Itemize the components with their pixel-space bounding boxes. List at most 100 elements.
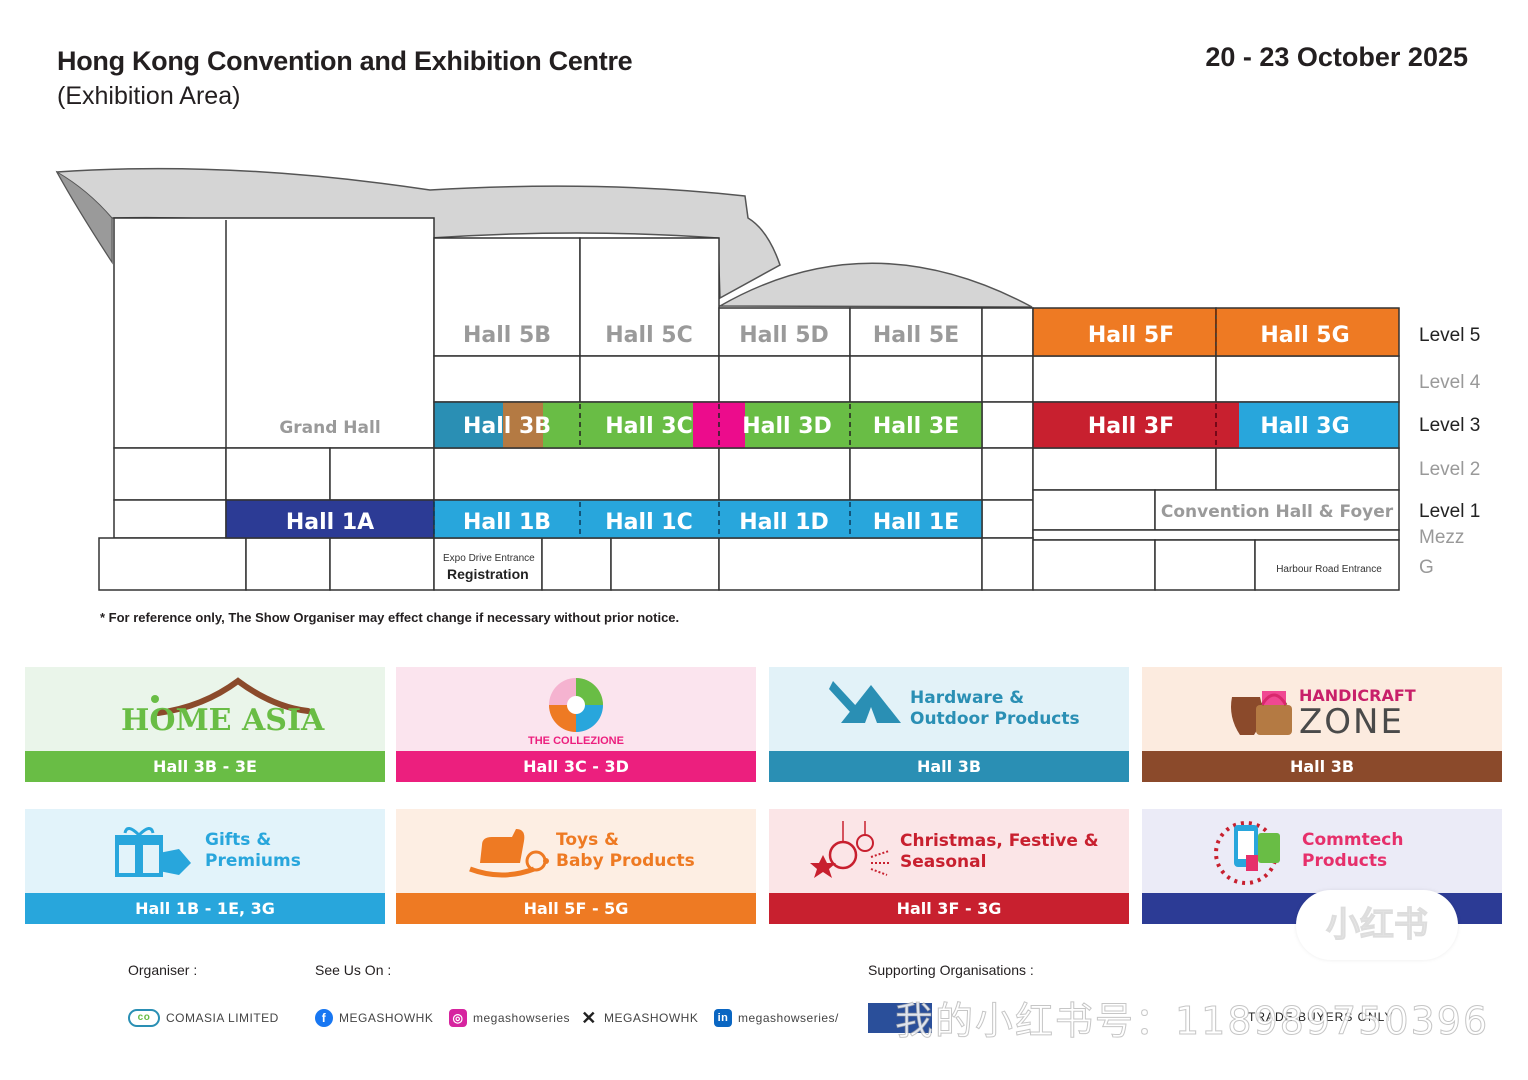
roof-icon xyxy=(151,677,311,716)
facebook-icon: f xyxy=(315,1009,333,1027)
label-hall-1d: Hall 1D xyxy=(739,510,829,535)
label-hall-5d: Hall 5D xyxy=(739,323,829,348)
tools-tent-icon xyxy=(829,681,901,723)
level-mezz-label: Mezz xyxy=(1419,527,1464,548)
level-g-label: G xyxy=(1419,557,1434,578)
hall-1e-block[interactable] xyxy=(850,500,982,538)
zone-location: Hall 3F - 3G xyxy=(769,893,1129,924)
organiser-logo: co COMASIA LIMITED xyxy=(128,1009,279,1027)
facebook-link[interactable]: f MEGASHOWHK xyxy=(315,1009,433,1027)
label-hall-5e: Hall 5E xyxy=(873,323,959,348)
zone-card-home-asia[interactable]: HOME ASIA Hall 3B - 3E xyxy=(25,667,385,782)
label-hall-3e: Hall 3E xyxy=(873,414,959,439)
collezione-icon xyxy=(549,678,603,732)
linkedin-link[interactable]: in megashowseries/ xyxy=(714,1009,839,1027)
zone-card-handicraft[interactable]: HANDICRAFT ZONE Hall 3B xyxy=(1142,667,1502,782)
x-link[interactable]: ✕ MEGASHOWHK xyxy=(580,1009,698,1027)
label-grand-hall: Grand Hall xyxy=(279,418,380,438)
hall-1d-block[interactable] xyxy=(719,500,850,538)
show-date: 20 - 23 October 2025 xyxy=(1205,42,1468,72)
hall-3f-block[interactable] xyxy=(1033,402,1239,448)
label-hall-5g: Hall 5G xyxy=(1260,323,1349,348)
linkedin-handle: megashowseries/ xyxy=(738,1011,839,1025)
label-hall-1a: Hall 1A xyxy=(286,510,374,535)
label-convention-hall: Convention Hall & Foyer xyxy=(1161,502,1394,522)
hall-3c-block[interactable] xyxy=(580,402,693,448)
organiser-label: Organiser : xyxy=(128,962,198,978)
zone-card-gifts[interactable]: Gifts & Premiums Hall 1B - 1E, 3G xyxy=(25,809,385,924)
zone-location: Hall 3B xyxy=(1142,751,1502,782)
zone-title-line1: Hardware & xyxy=(910,688,1025,708)
zone-title-line1: HANDICRAFT xyxy=(1299,686,1416,705)
home-asia-logo: HOME ASIA xyxy=(121,703,325,738)
rocking-horse-icon xyxy=(469,829,549,878)
hall-1c-block[interactable] xyxy=(580,500,719,538)
roof-shape-west-fold xyxy=(55,170,113,264)
zone-title-line1: Toys & xyxy=(556,830,619,850)
roof-shape-east xyxy=(717,262,1033,308)
zone-title-line1: Commtech xyxy=(1302,830,1404,850)
hall-1a-block[interactable] xyxy=(225,499,435,539)
label-expo-entrance: Expo Drive Entrance xyxy=(443,553,535,564)
zone-card-toys[interactable]: Toys & Baby Products Hall 5F - 5G xyxy=(396,809,756,924)
label-hall-5f: Hall 5F xyxy=(1088,323,1174,348)
facebook-handle: MEGASHOWHK xyxy=(339,1011,434,1025)
floor-plan: Hall 5B Hall 5C Hall 5D Hall 5E Hall 5F … xyxy=(55,167,1481,591)
gift-icon xyxy=(115,827,191,877)
venue-title: Hong Kong Convention and Exhibition Cent… xyxy=(57,46,633,76)
zone-title-line2: Seasonal xyxy=(900,852,987,872)
label-hall-1c: Hall 1C xyxy=(605,510,692,535)
label-harbour-entrance: Harbour Road Entrance xyxy=(1276,564,1382,575)
phone-icon xyxy=(1214,821,1280,885)
zone-title-line2: ZONE xyxy=(1299,702,1404,742)
zone-location: Hall 1B - 1E, 3G xyxy=(25,893,385,924)
zone-title-line1: Gifts & xyxy=(205,830,272,850)
watermark-badge: 小红书 xyxy=(1296,890,1458,960)
hall-3e-block[interactable] xyxy=(850,402,982,448)
ornament-icon xyxy=(810,821,890,878)
watermark-text: 我的小红书号：118989750396 xyxy=(894,999,1490,1044)
label-hall-1e: Hall 1E xyxy=(873,510,959,535)
instagram-icon: ◎ xyxy=(449,1009,467,1027)
level-4-label: Level 4 xyxy=(1419,372,1481,393)
label-hall-5c: Hall 5C xyxy=(605,323,692,348)
see-us-label: See Us On : xyxy=(315,962,392,978)
hall-3d-block[interactable] xyxy=(745,402,850,448)
zone-title-line2: Products xyxy=(1302,851,1388,871)
label-hall-3d: Hall 3D xyxy=(742,414,832,439)
instagram-handle: megashowseries xyxy=(473,1011,571,1025)
level-1-label: Level 1 xyxy=(1419,501,1480,522)
label-hall-5b: Hall 5B xyxy=(463,323,551,348)
instagram-link[interactable]: ◎ megashowseries xyxy=(449,1009,570,1027)
zone-title-line1: Christmas, Festive & xyxy=(900,831,1099,851)
hall-1b-block[interactable] xyxy=(434,500,580,538)
x-handle: MEGASHOWHK xyxy=(604,1011,699,1025)
zone-title-line2: Outdoor Products xyxy=(910,709,1080,729)
zone-card-christmas[interactable]: Christmas, Festive & Seasonal Hall 3F - … xyxy=(769,809,1129,924)
zone-title-line2: Premiums xyxy=(205,851,301,871)
x-icon: ✕ xyxy=(580,1008,598,1028)
label-hall-3c: Hall 3C xyxy=(605,414,692,439)
label-hall-1b: Hall 1B xyxy=(463,510,551,535)
zone-location: Hall 3C - 3D xyxy=(396,751,756,782)
linkedin-icon: in xyxy=(714,1009,732,1027)
zone-location: Hall 3B - 3E xyxy=(25,751,385,782)
zone-location: Hall 3B xyxy=(769,751,1129,782)
zone-card-collezione[interactable]: THE COLLEZIONE Hall 3C - 3D xyxy=(396,667,756,782)
pottery-icon xyxy=(1231,691,1292,735)
hall-5g-block[interactable] xyxy=(1215,307,1400,357)
collezione-logo: THE COLLEZIONE xyxy=(528,735,624,747)
level-3-label: Level 3 xyxy=(1419,415,1480,436)
zone-card-hardware[interactable]: Hardware & Outdoor Products Hall 3B xyxy=(769,667,1129,782)
level-5-label: Level 5 xyxy=(1419,325,1480,346)
label-registration: Registration xyxy=(447,566,529,582)
label-hall-3b: Hall 3B xyxy=(463,414,551,439)
disclaimer: * For reference only, The Show Organiser… xyxy=(100,610,680,625)
zone-location: Hall 5F - 5G xyxy=(396,893,756,924)
trade-buyers-notice: TRADE BUYERS ONLY xyxy=(1248,1010,1394,1024)
grand-hall-block xyxy=(113,217,435,449)
level-2-label: Level 2 xyxy=(1419,459,1480,480)
hall-3g-block[interactable] xyxy=(1239,402,1399,448)
supporting-label: Supporting Organisations : xyxy=(868,962,1034,978)
supporting-org-logo xyxy=(868,1003,932,1033)
